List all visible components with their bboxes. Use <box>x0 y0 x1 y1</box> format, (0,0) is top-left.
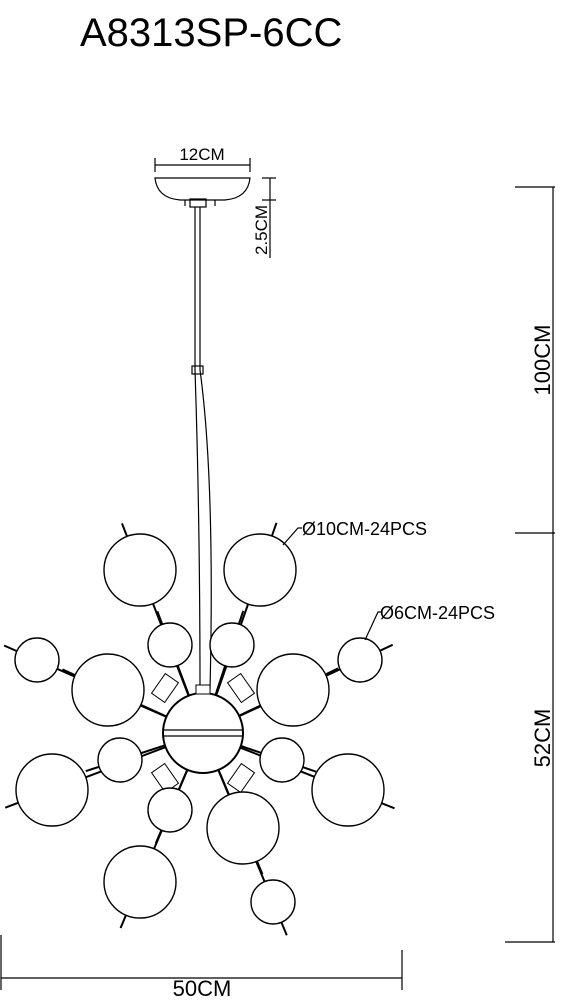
bulb <box>226 762 256 794</box>
bulb <box>150 672 180 704</box>
bulb <box>226 672 256 704</box>
width-dimension: 50CM <box>0 935 403 1000</box>
glass-globe <box>337 637 383 683</box>
glass-globe <box>147 622 193 668</box>
large-globe-callout: Ø10CM-24PCS <box>302 519 427 539</box>
glass-globe <box>97 737 143 783</box>
canopy-height-label: 2.5CM <box>252 205 271 255</box>
canopy-height-dimension: 2.5CM <box>252 177 276 258</box>
glass-globe <box>15 753 89 827</box>
glass-globe <box>71 653 145 727</box>
glass-globe <box>223 533 297 607</box>
body-width-label: 50CM <box>173 976 232 1000</box>
callouts: Ø10CM-24PCS Ø6CM-24PCS <box>282 519 495 641</box>
glass-globe <box>250 879 296 925</box>
glass-globe <box>103 533 177 607</box>
glass-globe <box>259 737 305 783</box>
center-sphere <box>162 692 244 774</box>
glass-globe <box>14 637 60 683</box>
glass-globe <box>209 622 255 668</box>
glass-globe <box>147 787 193 833</box>
glass-globe <box>256 653 330 727</box>
canopy-width-dimension: 12CM <box>154 145 251 172</box>
chandelier-body <box>3 522 395 936</box>
glass-globe <box>311 753 385 827</box>
small-globe-callout: Ø6CM-24PCS <box>380 603 495 623</box>
glass-globe <box>206 791 280 865</box>
canopy <box>154 177 251 691</box>
body-height-label: 52CM <box>530 709 555 768</box>
cable-length-label: 100CM <box>530 325 555 396</box>
glass-globe <box>103 845 177 919</box>
canopy-width-label: 12CM <box>179 145 224 164</box>
product-code: A8313SP-6CC <box>80 11 342 55</box>
height-dimensions: 100CM 52CM <box>505 186 555 943</box>
top-cap <box>195 684 211 695</box>
